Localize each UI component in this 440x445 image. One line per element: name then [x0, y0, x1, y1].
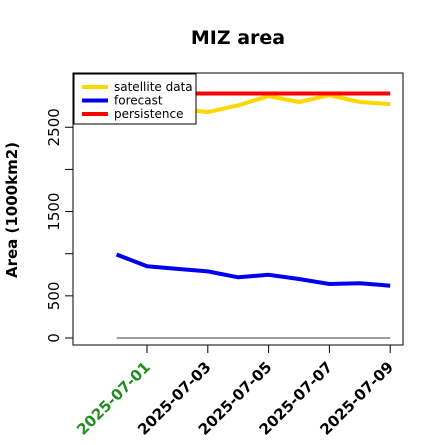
plot-frame — [72, 72, 404, 346]
y-tick-label: 2500 — [45, 108, 63, 146]
y-axis: 0 500 1500 2500 — [45, 108, 73, 343]
legend-label: satellite data — [114, 80, 193, 94]
chart-title: MIZ area — [191, 27, 285, 49]
x-axis: 2025-07-012025-07-032025-07-052025-07-07… — [73, 345, 397, 439]
y-tick-label: 0 — [45, 333, 63, 343]
y-axis-label: Area (1000km2) — [3, 142, 21, 278]
series-line-forecast — [115, 252, 391, 288]
legend-label: persistence — [114, 107, 183, 121]
y-tick-label: 500 — [45, 282, 63, 311]
legend-label: forecast — [114, 94, 163, 108]
y-tick-label: 1500 — [45, 193, 63, 231]
